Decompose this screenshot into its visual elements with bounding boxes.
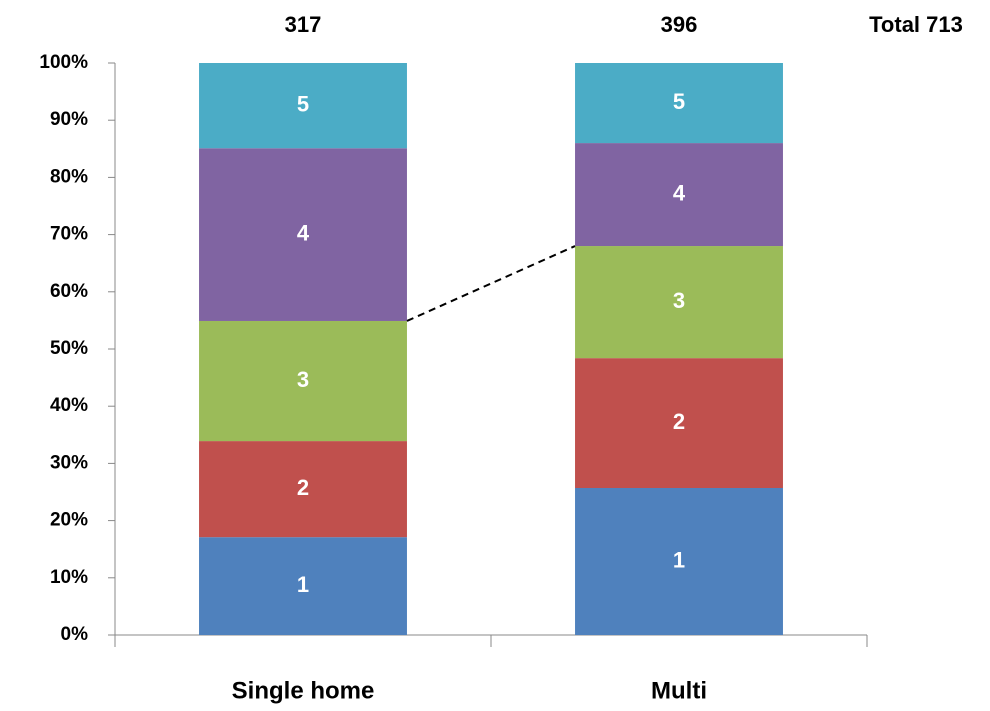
bar-segment (199, 441, 407, 538)
bar-segment (575, 246, 783, 359)
total-label: Total 713 (869, 12, 963, 37)
y-tick-label: 40% (50, 395, 88, 416)
bar-segment (199, 320, 407, 442)
bar-segment (575, 143, 783, 247)
y-tick-label: 50% (50, 338, 88, 359)
y-tick-label: 0% (61, 624, 89, 645)
segment-label: 1 (673, 547, 685, 572)
segment-label: 4 (297, 220, 310, 245)
bar-segment (575, 358, 783, 488)
segment-label: 2 (297, 475, 309, 500)
segment-label: 5 (673, 89, 685, 114)
y-tick-label: 30% (50, 452, 88, 473)
y-tick-label: 90% (50, 109, 88, 130)
category-total: 396 (661, 12, 698, 37)
x-tick-label: Multi (651, 677, 707, 704)
bar-segment (575, 487, 783, 635)
y-tick-label: 20% (50, 510, 88, 531)
y-tick-label: 60% (50, 281, 88, 302)
y-tick-label: 100% (39, 52, 88, 73)
segment-label: 1 (297, 572, 309, 597)
bar-segment (575, 63, 783, 144)
bar-segment (199, 537, 407, 635)
y-tick-label: 70% (50, 224, 88, 245)
y-tick-label: 80% (50, 166, 88, 187)
segment-label: 2 (673, 409, 685, 434)
segment-label: 4 (673, 180, 686, 205)
segment-label: 3 (673, 288, 685, 313)
connector (406, 245, 576, 322)
y-tick-label: 10% (50, 567, 88, 588)
segment-label: 3 (297, 367, 309, 392)
bar-segment (199, 63, 407, 149)
segment-label: 5 (297, 91, 309, 116)
x-tick-label: Single home (232, 677, 375, 704)
bar-segment (199, 148, 407, 321)
category-total: 317 (285, 12, 322, 37)
